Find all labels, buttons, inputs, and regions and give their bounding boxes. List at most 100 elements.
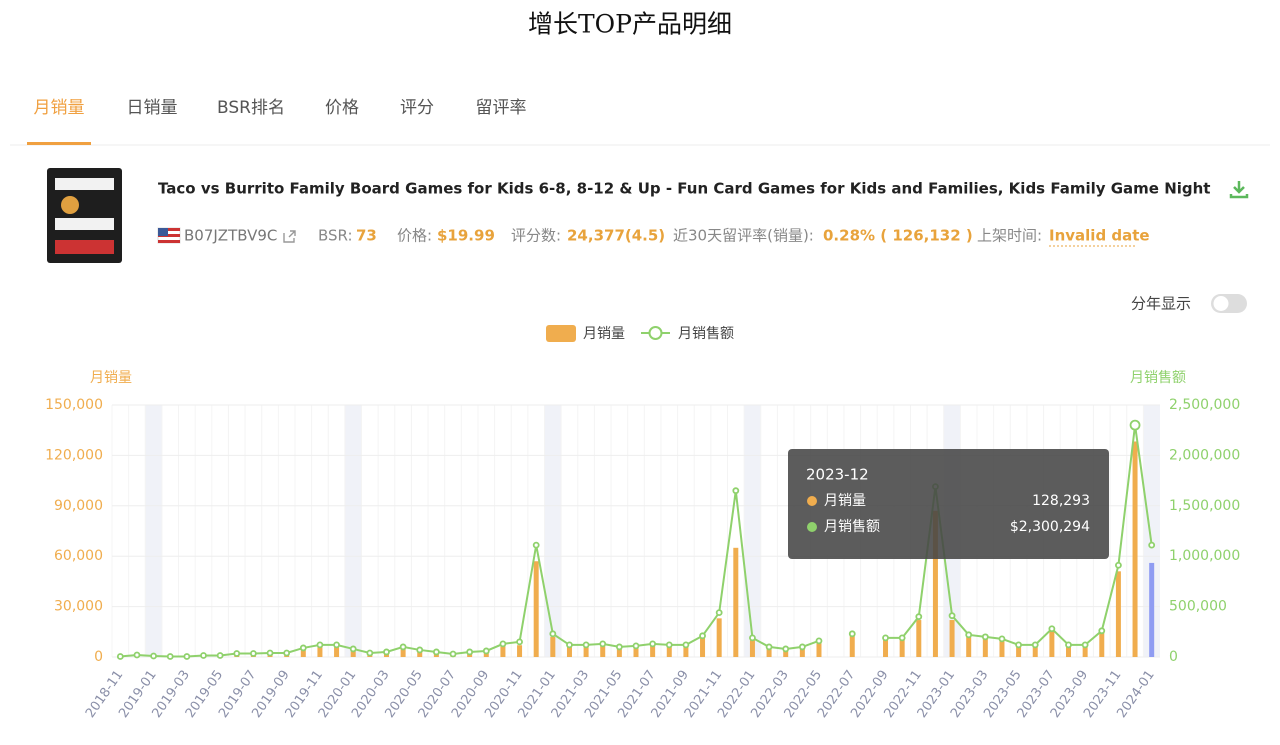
bar <box>1115 571 1121 657</box>
page-title: 增长TOP产品明细 <box>528 10 732 39</box>
line-point <box>366 649 374 657</box>
tick-label: 2,500,000 <box>1169 397 1240 413</box>
line-point <box>1031 641 1039 649</box>
line-point <box>532 541 540 549</box>
line-point <box>915 613 923 621</box>
meta-value: 73 <box>356 227 377 245</box>
bar <box>317 645 323 657</box>
tab[interactable]: 日销量 <box>127 98 178 118</box>
tick-label: 90,000 <box>54 498 103 514</box>
line-point <box>183 653 191 660</box>
tab[interactable]: 留评率 <box>476 98 527 118</box>
year-band <box>344 405 362 657</box>
tab[interactable]: 评分 <box>400 98 434 118</box>
line-point <box>798 643 806 651</box>
bar <box>849 635 855 657</box>
line-point <box>166 653 174 660</box>
bar <box>749 638 755 657</box>
tooltip-value: $2,300,294 <box>1010 519 1090 535</box>
line <box>120 490 820 658</box>
tick-label: 120,000 <box>45 447 103 463</box>
bar <box>966 635 972 657</box>
tick-label: 1,500,000 <box>1169 498 1240 514</box>
line-point <box>749 634 756 642</box>
tick-label: 1,000,000 <box>1169 548 1240 564</box>
toggle-label: 分年显示 <box>1131 295 1191 313</box>
tick-label: 30,000 <box>54 599 103 615</box>
line-point <box>765 643 773 651</box>
line-point <box>599 640 607 648</box>
bar <box>300 648 306 657</box>
bar <box>666 645 672 657</box>
line-point <box>965 631 973 639</box>
line-point <box>466 648 474 656</box>
line-point <box>499 640 507 648</box>
bar <box>1099 631 1105 657</box>
bar <box>566 645 572 657</box>
line-point <box>416 646 424 654</box>
tooltip-title: 2023-12 <box>806 466 869 484</box>
bar <box>600 643 606 657</box>
line-point <box>699 632 706 640</box>
line-point <box>432 648 440 656</box>
tooltip-dot <box>807 522 817 532</box>
bar <box>650 643 656 657</box>
line-point <box>582 641 590 649</box>
bar <box>816 641 822 657</box>
line-point <box>566 641 573 649</box>
tooltip-name: 月销售额 <box>824 519 880 535</box>
line-point <box>316 641 324 649</box>
legend-marker <box>648 326 663 340</box>
bar <box>633 645 639 657</box>
flag <box>157 227 181 244</box>
line-point <box>549 630 557 638</box>
line-point <box>1129 419 1141 431</box>
bar <box>583 645 589 657</box>
tab[interactable]: 价格 <box>325 98 359 118</box>
line-point <box>882 634 889 642</box>
line-point <box>981 633 989 641</box>
line-point <box>399 643 407 651</box>
tab[interactable]: BSR排名 <box>217 98 285 118</box>
external-link-icon[interactable] <box>283 230 296 243</box>
line-point <box>200 652 207 659</box>
tick-label: 60,000 <box>54 548 103 564</box>
line-point <box>266 649 274 657</box>
meta-label: BSR: <box>318 227 353 245</box>
tooltip-name: 月销量 <box>824 493 866 509</box>
line-point <box>632 642 640 650</box>
legend-swatch <box>546 325 576 342</box>
bar <box>999 638 1005 657</box>
bar <box>517 645 523 657</box>
toggle-switch[interactable] <box>1211 294 1247 313</box>
download-icon[interactable] <box>1229 181 1249 199</box>
bar <box>533 561 539 657</box>
bar <box>400 646 406 657</box>
line-point <box>815 637 823 645</box>
tick-label: 500,000 <box>1169 599 1227 615</box>
product-title: Taco vs Burrito Family Board Games for K… <box>158 180 1210 198</box>
bar <box>1149 562 1155 657</box>
line-point <box>449 650 457 658</box>
bar <box>783 648 789 657</box>
bar <box>417 650 423 657</box>
bar <box>799 646 805 657</box>
tooltip <box>788 449 1109 559</box>
asin[interactable]: B07JZTBV9C <box>184 227 277 245</box>
bar <box>766 646 772 657</box>
tab[interactable]: 月销量 <box>34 98 85 118</box>
line-point <box>516 638 523 646</box>
meta-label: 评分数: <box>511 227 561 245</box>
bar <box>716 618 722 657</box>
tick-label: 0 <box>94 649 103 665</box>
y2-axis-title: 月销售额 <box>1130 370 1186 386</box>
line-point <box>383 648 390 656</box>
line-point <box>333 641 340 649</box>
meta-value: Invalid date <box>1049 227 1150 245</box>
line-point <box>1015 641 1023 649</box>
meta-value: 24,377(4.5) <box>567 227 665 245</box>
meta-value: 0.28% ( 126,132 ) <box>823 227 973 245</box>
meta-label: 上架时间: <box>977 227 1042 245</box>
line-point <box>782 645 790 653</box>
